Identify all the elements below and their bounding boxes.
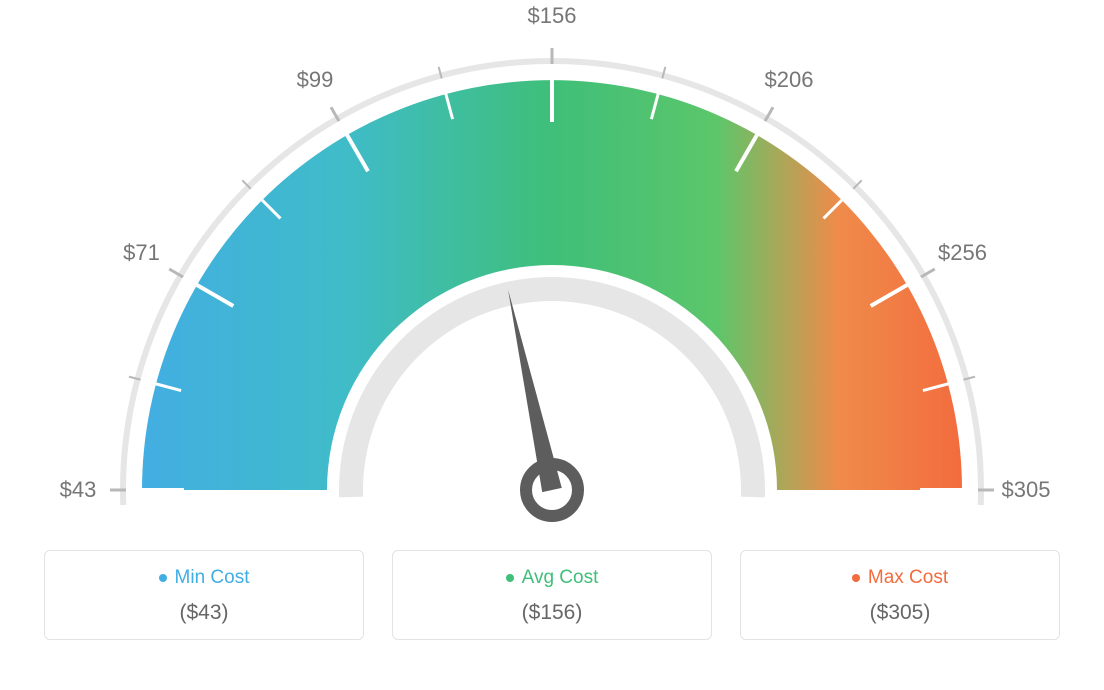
gauge-tick-label: $206: [765, 67, 814, 93]
legend-card-min: Min Cost ($43): [44, 550, 364, 640]
legend-label-min: Min Cost: [175, 567, 250, 589]
legend-value-max: ($305): [741, 601, 1059, 625]
legend-dot-avg: [506, 574, 514, 582]
gauge-tick-label: $305: [1002, 477, 1051, 503]
gauge-tick-label: $256: [938, 240, 987, 266]
legend-title-max: Max Cost: [852, 567, 948, 589]
legend-title-min: Min Cost: [159, 567, 250, 589]
legend-card-max: Max Cost ($305): [740, 550, 1060, 640]
gauge-tick-label: $99: [297, 67, 334, 93]
legend-card-avg: Avg Cost ($156): [392, 550, 712, 640]
gauge-tick-label: $71: [123, 240, 160, 266]
gauge-tick-label: $43: [60, 477, 97, 503]
legend-value-min: ($43): [45, 601, 363, 625]
gauge-tick-label: $156: [528, 3, 577, 29]
legend-dot-min: [159, 574, 167, 582]
gauge-container: $43 $71 $99 $156 $206 $256 $305: [0, 0, 1104, 540]
gauge-svg: [0, 0, 1104, 540]
legend-value-avg: ($156): [393, 601, 711, 625]
legend-row: Min Cost ($43) Avg Cost ($156) Max Cost …: [0, 550, 1104, 640]
legend-label-max: Max Cost: [868, 567, 948, 589]
legend-dot-max: [852, 574, 860, 582]
legend-title-avg: Avg Cost: [506, 567, 599, 589]
legend-label-avg: Avg Cost: [522, 567, 599, 589]
